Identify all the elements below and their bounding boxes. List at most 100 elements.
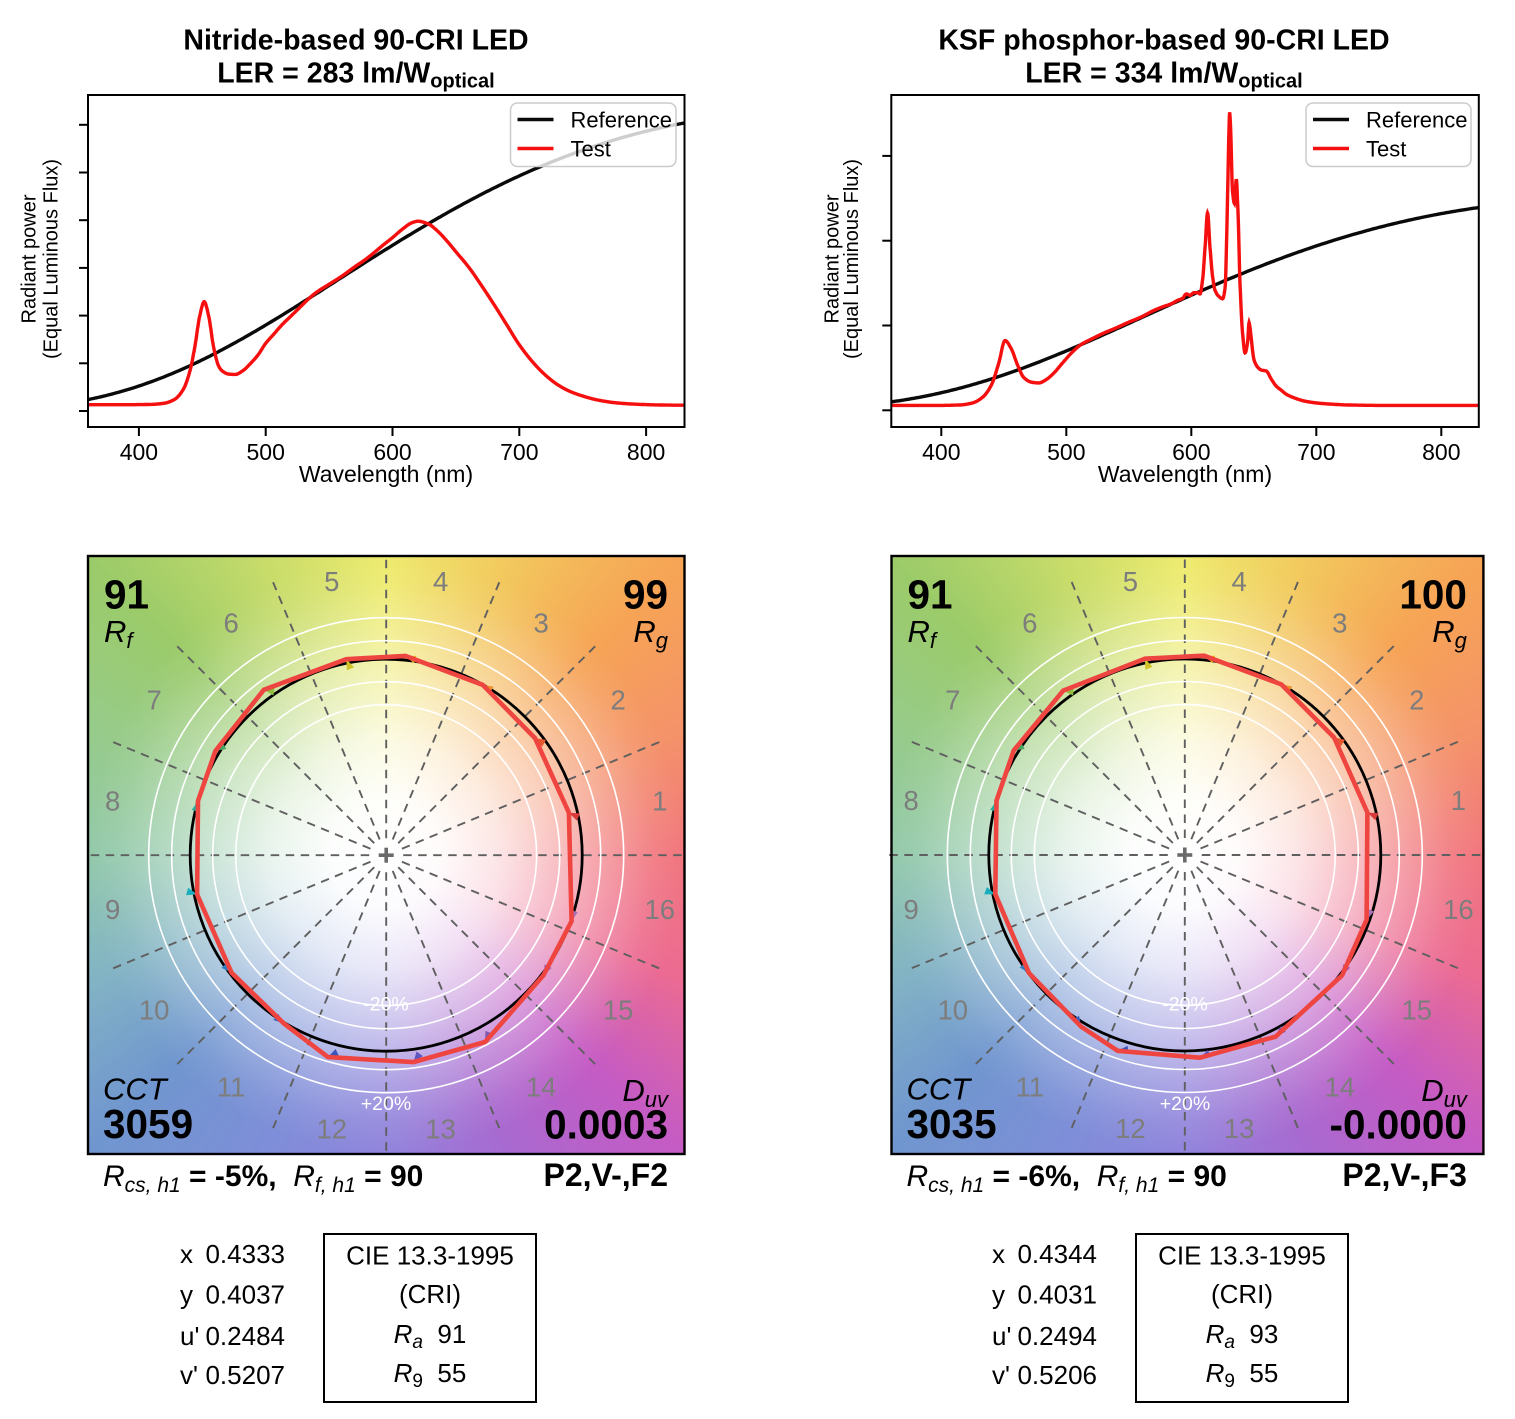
svg-text:LER = 283 lm/Woptical: LER = 283 lm/Woptical — [217, 58, 494, 93]
svg-text:Reference: Reference — [1366, 108, 1468, 133]
svg-text:10: 10 — [139, 995, 170, 1026]
svg-text:0.5207: 0.5207 — [205, 1360, 285, 1390]
svg-text:Radiant power: Radiant power — [822, 194, 844, 323]
svg-text:R9 55: R9 55 — [1206, 1358, 1279, 1392]
svg-text:Test: Test — [571, 137, 611, 162]
svg-text:400: 400 — [120, 439, 158, 465]
svg-text:13: 13 — [1224, 1113, 1255, 1144]
svg-text:x: x — [992, 1239, 1005, 1269]
svg-text:(CRI): (CRI) — [399, 1279, 461, 1309]
svg-text:700: 700 — [500, 439, 538, 465]
svg-text:Ra 93: Ra 93 — [1206, 1319, 1279, 1353]
svg-text:Rg: Rg — [1432, 614, 1467, 653]
svg-text:Rf: Rf — [908, 614, 939, 653]
svg-text:15: 15 — [1402, 995, 1433, 1026]
svg-text:8: 8 — [904, 785, 919, 816]
svg-text:15: 15 — [603, 995, 634, 1026]
svg-text:y: y — [180, 1280, 193, 1310]
svg-text:14: 14 — [1325, 1072, 1356, 1103]
svg-text:400: 400 — [922, 439, 960, 465]
svg-text:CCT: CCT — [907, 1072, 973, 1107]
svg-text:KSF phosphor-based 90-CRI LED: KSF phosphor-based 90-CRI LED — [938, 25, 1389, 57]
svg-text:3: 3 — [1332, 608, 1347, 639]
svg-text:6: 6 — [1022, 608, 1037, 639]
svg-text:P2,V-,F3: P2,V-,F3 — [1342, 1157, 1467, 1193]
svg-text:1: 1 — [1451, 785, 1466, 816]
svg-text:y: y — [992, 1280, 1005, 1310]
svg-text:v': v' — [180, 1360, 198, 1390]
svg-text:500: 500 — [247, 439, 285, 465]
svg-text:700: 700 — [1297, 439, 1335, 465]
svg-text:Duv: Duv — [622, 1073, 670, 1112]
svg-text:Rg: Rg — [633, 614, 668, 653]
svg-text:Ra 91: Ra 91 — [394, 1319, 467, 1353]
svg-text:9: 9 — [105, 894, 120, 925]
svg-text:2: 2 — [611, 685, 626, 716]
svg-text:4: 4 — [433, 566, 448, 597]
svg-text:7: 7 — [147, 685, 162, 716]
svg-text:0.5206: 0.5206 — [1017, 1360, 1097, 1390]
svg-text:Duv: Duv — [1421, 1073, 1469, 1112]
svg-text:800: 800 — [1422, 439, 1460, 465]
svg-text:600: 600 — [1172, 439, 1210, 465]
svg-text:0.4037: 0.4037 — [205, 1280, 285, 1310]
svg-text:3: 3 — [534, 608, 549, 639]
svg-text:100: 100 — [1399, 571, 1467, 617]
svg-text:Wavelength (nm): Wavelength (nm) — [299, 461, 473, 487]
svg-text:13: 13 — [425, 1113, 456, 1144]
svg-text:800: 800 — [627, 439, 665, 465]
svg-text:5: 5 — [324, 566, 339, 597]
svg-text:11: 11 — [217, 1072, 246, 1103]
svg-text:8: 8 — [105, 785, 120, 816]
svg-text:500: 500 — [1047, 439, 1085, 465]
svg-text:2: 2 — [1409, 685, 1424, 716]
svg-text:6: 6 — [224, 608, 239, 639]
svg-text:91: 91 — [908, 571, 953, 617]
svg-text:3035: 3035 — [907, 1101, 997, 1147]
svg-text:Nitride-based 90-CRI LED: Nitride-based 90-CRI LED — [183, 25, 528, 57]
svg-text:9: 9 — [904, 894, 919, 925]
svg-text:7: 7 — [945, 685, 960, 716]
svg-text:v': v' — [992, 1360, 1010, 1390]
svg-text:0.4031: 0.4031 — [1017, 1280, 1097, 1310]
svg-text:11: 11 — [1016, 1072, 1045, 1103]
svg-text:+20%: +20% — [361, 1093, 411, 1115]
svg-text:91: 91 — [104, 571, 149, 617]
svg-text:99: 99 — [623, 571, 668, 617]
svg-text:CIE 13.3-1995: CIE 13.3-1995 — [346, 1241, 514, 1271]
svg-text:Radiant power: Radiant power — [19, 194, 41, 323]
svg-text:1: 1 — [652, 785, 667, 816]
svg-text:16: 16 — [1443, 894, 1474, 925]
svg-text:0.4344: 0.4344 — [1017, 1239, 1097, 1269]
svg-text:Test: Test — [1366, 137, 1406, 162]
svg-text:5: 5 — [1123, 566, 1138, 597]
svg-text:+20%: +20% — [1160, 1093, 1210, 1115]
svg-text:Rcs, h1 = -5%, Rf, h1 = 90: Rcs, h1 = -5%, Rf, h1 = 90 — [103, 1160, 423, 1197]
svg-text:CIE 13.3-1995: CIE 13.3-1995 — [1158, 1241, 1326, 1271]
svg-text:(Equal Luminous Flux): (Equal Luminous Flux) — [41, 159, 63, 359]
svg-text:3059: 3059 — [103, 1101, 193, 1147]
svg-text:Rf: Rf — [104, 614, 135, 653]
svg-text:P2,V-,F2: P2,V-,F2 — [544, 1157, 669, 1193]
svg-text:Rcs, h1 = -6%, Rf, h1 = 90: Rcs, h1 = -6%, Rf, h1 = 90 — [907, 1160, 1227, 1197]
svg-text:u': u' — [992, 1321, 1011, 1351]
svg-text:LER = 334 lm/Woptical: LER = 334 lm/Woptical — [1025, 58, 1302, 93]
svg-text:0.4333: 0.4333 — [205, 1239, 285, 1269]
svg-text:-0.0000: -0.0000 — [1330, 1102, 1467, 1148]
svg-text:12: 12 — [1115, 1113, 1146, 1144]
svg-text:Reference: Reference — [571, 108, 673, 133]
svg-text:0.2494: 0.2494 — [1017, 1321, 1097, 1351]
svg-text:u': u' — [180, 1321, 199, 1351]
svg-text:-20%: -20% — [1162, 994, 1208, 1016]
svg-text:x: x — [180, 1239, 193, 1269]
svg-text:-20%: -20% — [363, 994, 409, 1016]
svg-text:10: 10 — [938, 995, 969, 1026]
svg-text:R9 55: R9 55 — [394, 1358, 467, 1392]
svg-text:CCT: CCT — [103, 1072, 169, 1107]
svg-text:(CRI): (CRI) — [1211, 1279, 1273, 1309]
svg-text:600: 600 — [373, 439, 411, 465]
svg-text:16: 16 — [645, 894, 676, 925]
svg-text:14: 14 — [526, 1072, 557, 1103]
svg-text:Wavelength (nm): Wavelength (nm) — [1098, 461, 1272, 487]
svg-text:4: 4 — [1232, 566, 1247, 597]
